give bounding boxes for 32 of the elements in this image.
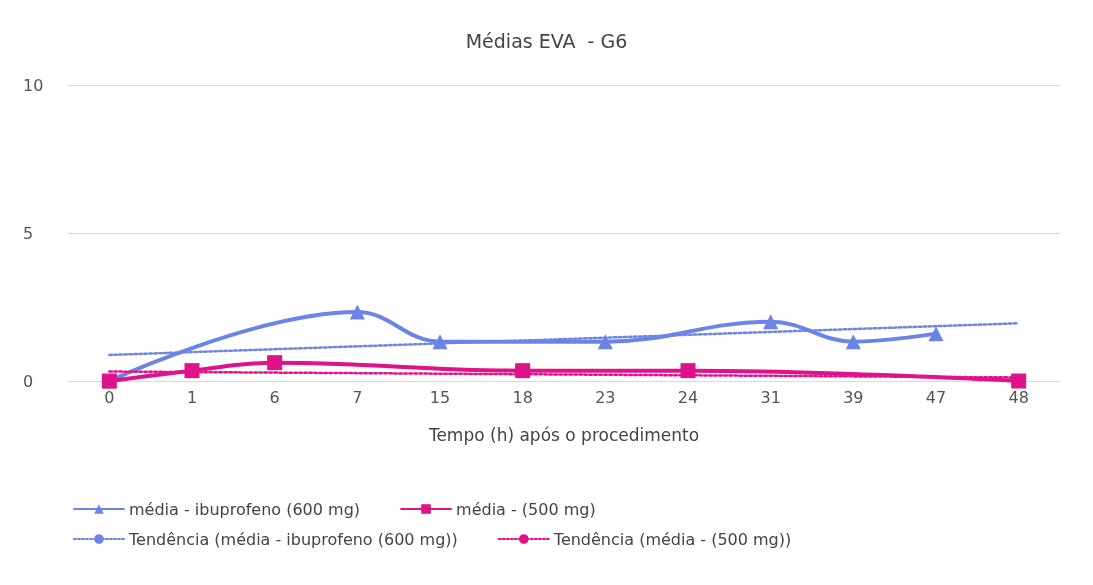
x-tick-label: 48 [1008,387,1029,407]
chart-title: Médias EVA - G6 [465,29,628,52]
point [267,355,283,371]
x-tick-label: 0 [104,387,115,407]
x-tick-label: 23 [595,387,616,407]
point [1011,373,1027,389]
point [845,334,861,350]
x-tick-label: 47 [925,387,947,407]
x-tick-label: 24 [677,387,699,407]
x-tick-label: 6 [269,387,280,407]
point [349,304,365,320]
x-tick-label: 39 [843,387,864,407]
y-tick-label: 5 [23,223,34,243]
x-tick-label: 7 [352,387,363,407]
point [597,334,613,350]
point [680,363,696,379]
legend-label: média - ibuprofeno (600 mg) [129,499,361,519]
y-tick-label: 0 [23,371,34,391]
x-tick-label: 31 [760,387,781,407]
legend-label: Tendência (média - (500 mg)) [552,529,792,549]
legend-label: média - (500 mg) [456,499,596,519]
point [184,363,200,379]
point [763,314,779,330]
x-tick-label: 1 [186,387,198,407]
x-tick-label: 15 [429,387,451,407]
point [515,363,531,379]
x-axis-title: Tempo (h) após o procedimento [427,424,700,445]
x-tick-label: 18 [512,387,533,407]
point [432,334,448,350]
y-tick-label: 10 [23,75,44,95]
legend-label: Tendência (média - ibuprofeno (600 mg)) [128,529,458,549]
point [928,326,944,342]
